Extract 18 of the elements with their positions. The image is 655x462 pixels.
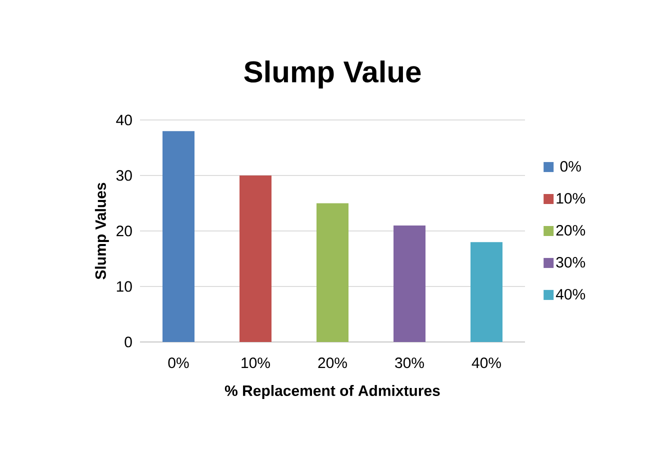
legend-label: 0% [560, 161, 581, 172]
legend-label: 40% [556, 288, 586, 300]
y-tick-label: 40 [116, 114, 132, 126]
y-tick-label: 20 [116, 226, 132, 236]
legend-label: 10% [556, 193, 586, 204]
x-tick-label: 0% [168, 358, 189, 368]
x-axis-title: % Replacement of Admixtures [224, 385, 440, 399]
x-tick-label: 20% [318, 358, 347, 368]
x-tick-label: 30% [395, 358, 424, 368]
y-tick-label: 30 [116, 170, 132, 181]
y-axis-title: Slump Values [94, 182, 109, 280]
chart-title: Slump Value [244, 60, 421, 88]
x-tick-label: 40% [472, 358, 501, 368]
x-tick-label: 10% [242, 358, 270, 368]
y-tick-label: 10 [116, 281, 132, 292]
y-tick-label: 0 [124, 336, 132, 348]
legend-label: 30% [556, 256, 586, 268]
legend-label: 20% [556, 225, 586, 236]
